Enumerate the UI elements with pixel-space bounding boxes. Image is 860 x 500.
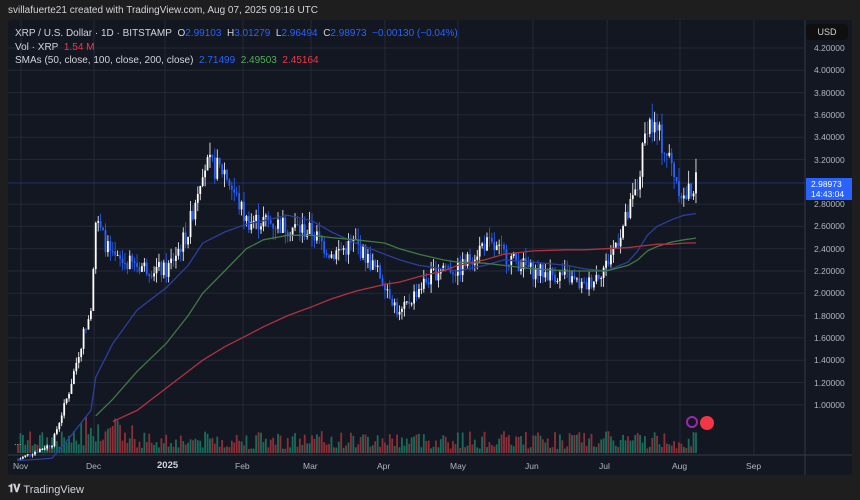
more-options-button[interactable]: ... (14, 437, 22, 447)
price-tick: 1.00000 (814, 399, 845, 410)
price-tick: 4.00000 (814, 65, 845, 76)
price-tick: 1.40000 (814, 355, 845, 366)
price-tick: 2.80000 (814, 199, 845, 210)
close-value: 2.98973 (330, 28, 367, 39)
open-value: 2.99103 (185, 28, 222, 39)
chart-legend: XRP / U.S. Dollar · 1D · BITSTAMP O2.991… (15, 27, 458, 68)
change-value: −0.00130 (−0.04%) (372, 28, 458, 39)
symbol-title: XRP / U.S. Dollar · 1D · BITSTAMP (15, 28, 172, 39)
ohlc-row[interactable]: XRP / U.S. Dollar · 1D · BITSTAMP O2.991… (15, 27, 458, 41)
last-price: 2.98973 (811, 179, 842, 189)
time-label: Nov (13, 461, 29, 471)
high-label: H (226, 28, 235, 39)
price-tick: 1.20000 (814, 377, 845, 388)
low-value: 2.96494 (281, 28, 318, 39)
bar-countdown: 14:43:04 (811, 189, 845, 199)
price-tick: 3.40000 (814, 132, 845, 143)
time-label: May (450, 461, 467, 471)
price-tick: 1.60000 (814, 332, 845, 343)
tv-logo-icon: 𝟏𝐕 (8, 483, 20, 495)
low-label: L (275, 28, 282, 39)
sma200-value: 2.45164 (282, 55, 319, 66)
price-chart-canvas[interactable] (8, 20, 852, 475)
time-label: Feb (235, 461, 250, 471)
price-tick: 1.80000 (814, 310, 845, 321)
time-label: Sep (746, 461, 762, 471)
volume-value: 1.54 M (63, 41, 95, 53)
sma100-value: 2.49503 (240, 55, 277, 66)
us-flag-event-icon[interactable] (698, 414, 716, 432)
time-label: 2025 (157, 460, 179, 471)
sma50-value: 2.71499 (198, 55, 236, 66)
volume-row[interactable]: Vol · XRP 1.54 M (15, 41, 458, 55)
price-tick: 3.80000 (814, 87, 845, 98)
time-label: Dec (86, 461, 102, 471)
close-label: C (323, 28, 331, 39)
price-tick: 2.40000 (814, 243, 845, 254)
currency-button[interactable]: USD (806, 24, 848, 40)
price-tick: 2.00000 (814, 288, 845, 299)
price-tick: 4.20000 (814, 43, 845, 53)
time-label: Aug (672, 461, 688, 471)
time-label: Mar (303, 461, 318, 471)
price-tick: 3.60000 (814, 109, 845, 120)
time-label: Jun (525, 461, 539, 471)
open-label: O (177, 28, 186, 39)
brand-name: TradingView (23, 483, 84, 496)
last-price-tag: 2.98973 14:43:04 (806, 178, 852, 200)
price-tick: 3.20000 (814, 154, 845, 165)
sma-label: SMAs (50, close, 100, close, 200, close) (15, 55, 194, 66)
price-tick: 2.60000 (814, 221, 845, 232)
price-tick: 2.20000 (814, 266, 845, 276)
high-value: 3.01279 (234, 28, 271, 39)
sma-row[interactable]: SMAs (50, close, 100, close, 200, close)… (15, 54, 458, 68)
time-label: Apr (377, 461, 391, 471)
tradingview-logo: 𝟏𝐕 TradingView (8, 483, 84, 496)
chart-credit: svillafuerte21 created with TradingView.… (8, 5, 318, 16)
time-label: Jul (599, 461, 610, 471)
chart-pane[interactable] (8, 20, 852, 475)
event-marker-icon[interactable] (686, 416, 698, 428)
volume-label: Vol · XRP (15, 41, 59, 53)
